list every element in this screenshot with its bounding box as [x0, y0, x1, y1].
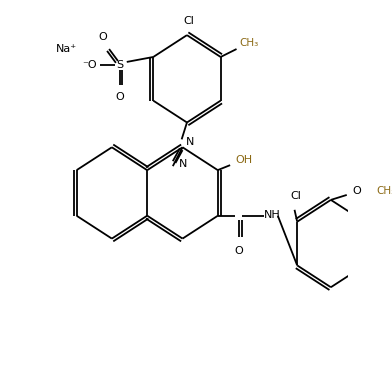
Text: S: S [116, 60, 123, 70]
Text: N: N [186, 137, 195, 147]
Text: ⁻O: ⁻O [82, 60, 97, 70]
Text: N: N [179, 159, 188, 169]
Text: CH₃: CH₃ [239, 38, 259, 48]
Text: O: O [234, 246, 243, 256]
Text: NH: NH [264, 210, 281, 220]
Text: CH₃: CH₃ [376, 186, 392, 196]
Text: Na⁺: Na⁺ [56, 44, 77, 54]
Text: Cl: Cl [291, 191, 302, 201]
Text: Cl: Cl [183, 16, 194, 26]
Text: OH: OH [236, 155, 253, 165]
Text: O: O [352, 186, 361, 196]
Text: O: O [98, 32, 107, 42]
Text: O: O [115, 92, 124, 102]
